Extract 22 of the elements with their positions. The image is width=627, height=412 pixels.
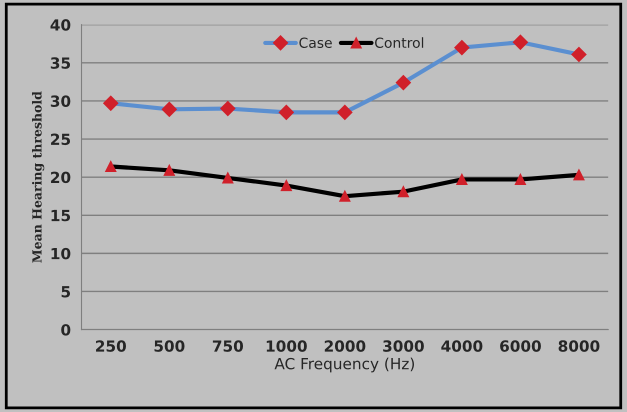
x-tick-label: 8000 [558,340,600,352]
legend-label: Control [375,37,424,48]
x-tick-label: 2000 [324,340,366,352]
y-axis-title: Mean Hearing threshold [32,91,44,263]
x-axis-title: AC Frequency (Hz) [274,358,414,372]
x-tick-label: 250 [96,340,126,352]
legend-label: Case [299,37,332,48]
x-tick-label: 3000 [383,340,424,352]
x-tick-label: 6000 [500,340,541,352]
y-tick-label: 10 [52,248,70,260]
x-tick-label: 750 [212,340,244,352]
x-tick-label: 4000 [441,340,482,352]
y-tick-label: 5 [62,286,70,298]
y-tick-label: 20 [51,172,70,184]
y-tick-label: 30 [50,95,70,107]
x-tick-label: 1000 [266,340,307,352]
y-tick-label: 0 [61,324,70,336]
x-tick-label: 500 [154,340,185,352]
y-tick-label: 35 [50,57,70,69]
y-tick-label: 40 [50,19,70,31]
y-tick-label: 15 [52,210,70,222]
y-tick-label: 25 [51,134,70,146]
